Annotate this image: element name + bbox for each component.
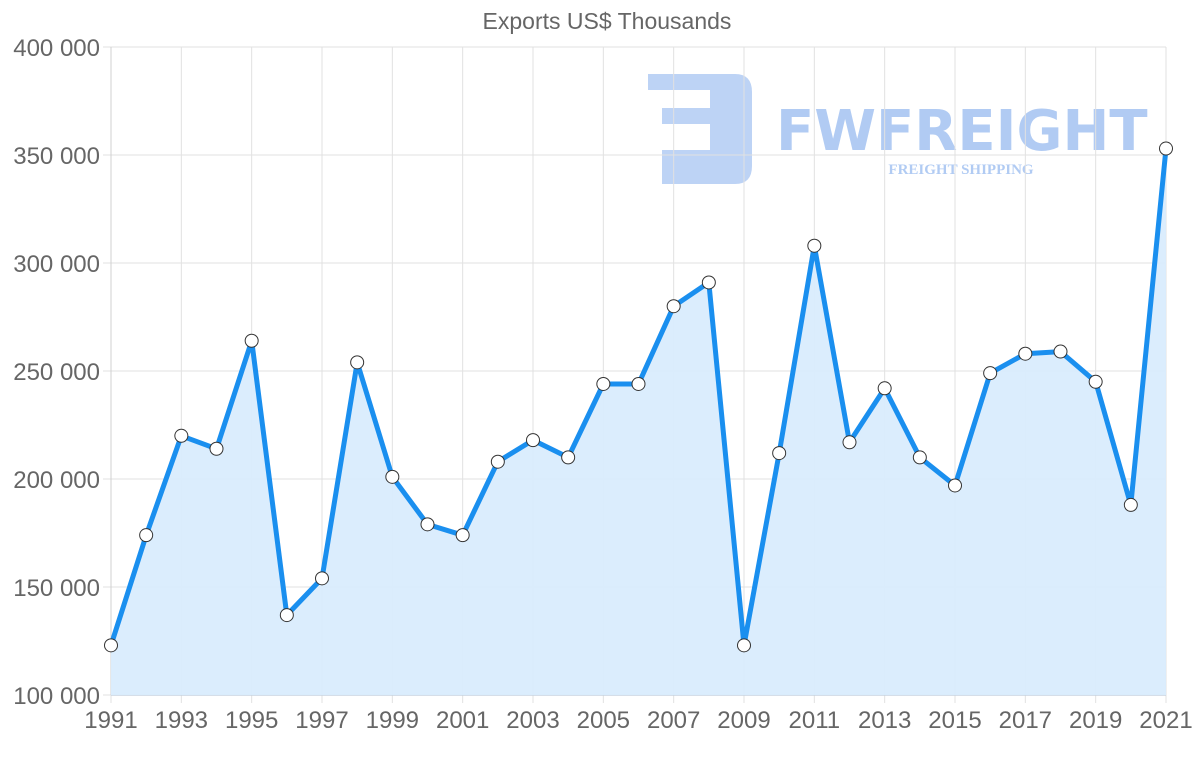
data-points <box>104 141 1173 653</box>
x-tick-label: 2009 <box>717 707 770 734</box>
data-point[interactable] <box>983 366 998 381</box>
y-tick-label: 150 000 <box>13 575 100 602</box>
data-point[interactable] <box>561 450 576 465</box>
data-point[interactable] <box>842 435 857 450</box>
data-point[interactable] <box>526 433 540 448</box>
data-point[interactable] <box>701 275 716 290</box>
x-tick-label: 2019 <box>1069 707 1122 734</box>
y-tick-label: 300 000 <box>13 251 100 278</box>
x-tick-label: 2001 <box>436 707 489 734</box>
data-point[interactable] <box>139 528 154 543</box>
x-axis: 1991 1993 1995 1997 1999 2001 2003 2005 2007 2009… <box>84 707 1192 734</box>
data-point[interactable] <box>244 333 259 348</box>
data-point[interactable] <box>490 454 505 469</box>
x-tick-label: 1999 <box>366 707 419 734</box>
chart-title: Exports US$ Thousands <box>482 8 732 34</box>
data-point[interactable] <box>315 571 329 586</box>
brand-logo-icon <box>648 74 752 184</box>
data-point[interactable] <box>877 381 892 396</box>
x-tick-label: 2013 <box>858 707 911 734</box>
data-point[interactable] <box>666 299 681 314</box>
x-tick-label: 2005 <box>577 707 630 734</box>
data-point[interactable] <box>420 517 435 532</box>
data-point[interactable] <box>737 638 751 653</box>
data-point[interactable] <box>631 376 646 391</box>
data-point[interactable] <box>209 441 224 456</box>
y-tick-label: 350 000 <box>13 143 100 170</box>
x-tick-label: 1995 <box>225 707 278 734</box>
x-tick-label: 1991 <box>84 707 137 734</box>
x-tick-label: 2021 <box>1139 707 1192 734</box>
data-point[interactable] <box>385 469 400 484</box>
data-point[interactable] <box>104 638 118 653</box>
y-axis: 100 000 150 000 200 000 250 000 300 000 350 0… <box>13 35 100 710</box>
data-point[interactable] <box>279 608 294 623</box>
y-tick-label: 250 000 <box>13 359 100 386</box>
watermark-brand: FWFREIGHT <box>776 99 1148 164</box>
x-tick-label: 2017 <box>999 707 1052 734</box>
data-point[interactable] <box>1088 374 1103 389</box>
x-tick-label: 1993 <box>155 707 208 734</box>
watermark-logo: FWFREIGHT FREIGHT SHIPPING <box>648 74 1148 184</box>
y-tick-label: 400 000 <box>13 35 100 62</box>
area-fill <box>111 148 1166 695</box>
data-point[interactable] <box>1018 346 1033 361</box>
y-tick-label: 200 000 <box>13 467 100 494</box>
x-tick-label: 2011 <box>789 707 841 734</box>
data-point[interactable] <box>772 446 787 461</box>
x-tick-label: 2015 <box>928 707 981 734</box>
watermark-tagline: FREIGHT SHIPPING <box>888 162 1033 178</box>
x-tick-label: 2003 <box>506 707 559 734</box>
x-tick-label: 1997 <box>295 707 348 734</box>
x-tick-label: 2007 <box>647 707 700 734</box>
data-point[interactable] <box>807 238 822 253</box>
data-point[interactable] <box>1123 497 1138 512</box>
data-point[interactable] <box>174 428 189 443</box>
data-point[interactable] <box>948 478 962 493</box>
data-point[interactable] <box>1053 344 1068 359</box>
y-tick-label: 100 000 <box>13 683 100 710</box>
data-point[interactable] <box>455 528 470 543</box>
data-point[interactable] <box>912 450 927 465</box>
data-point[interactable] <box>1159 141 1173 156</box>
data-point[interactable] <box>350 355 365 370</box>
data-point[interactable] <box>596 376 611 391</box>
